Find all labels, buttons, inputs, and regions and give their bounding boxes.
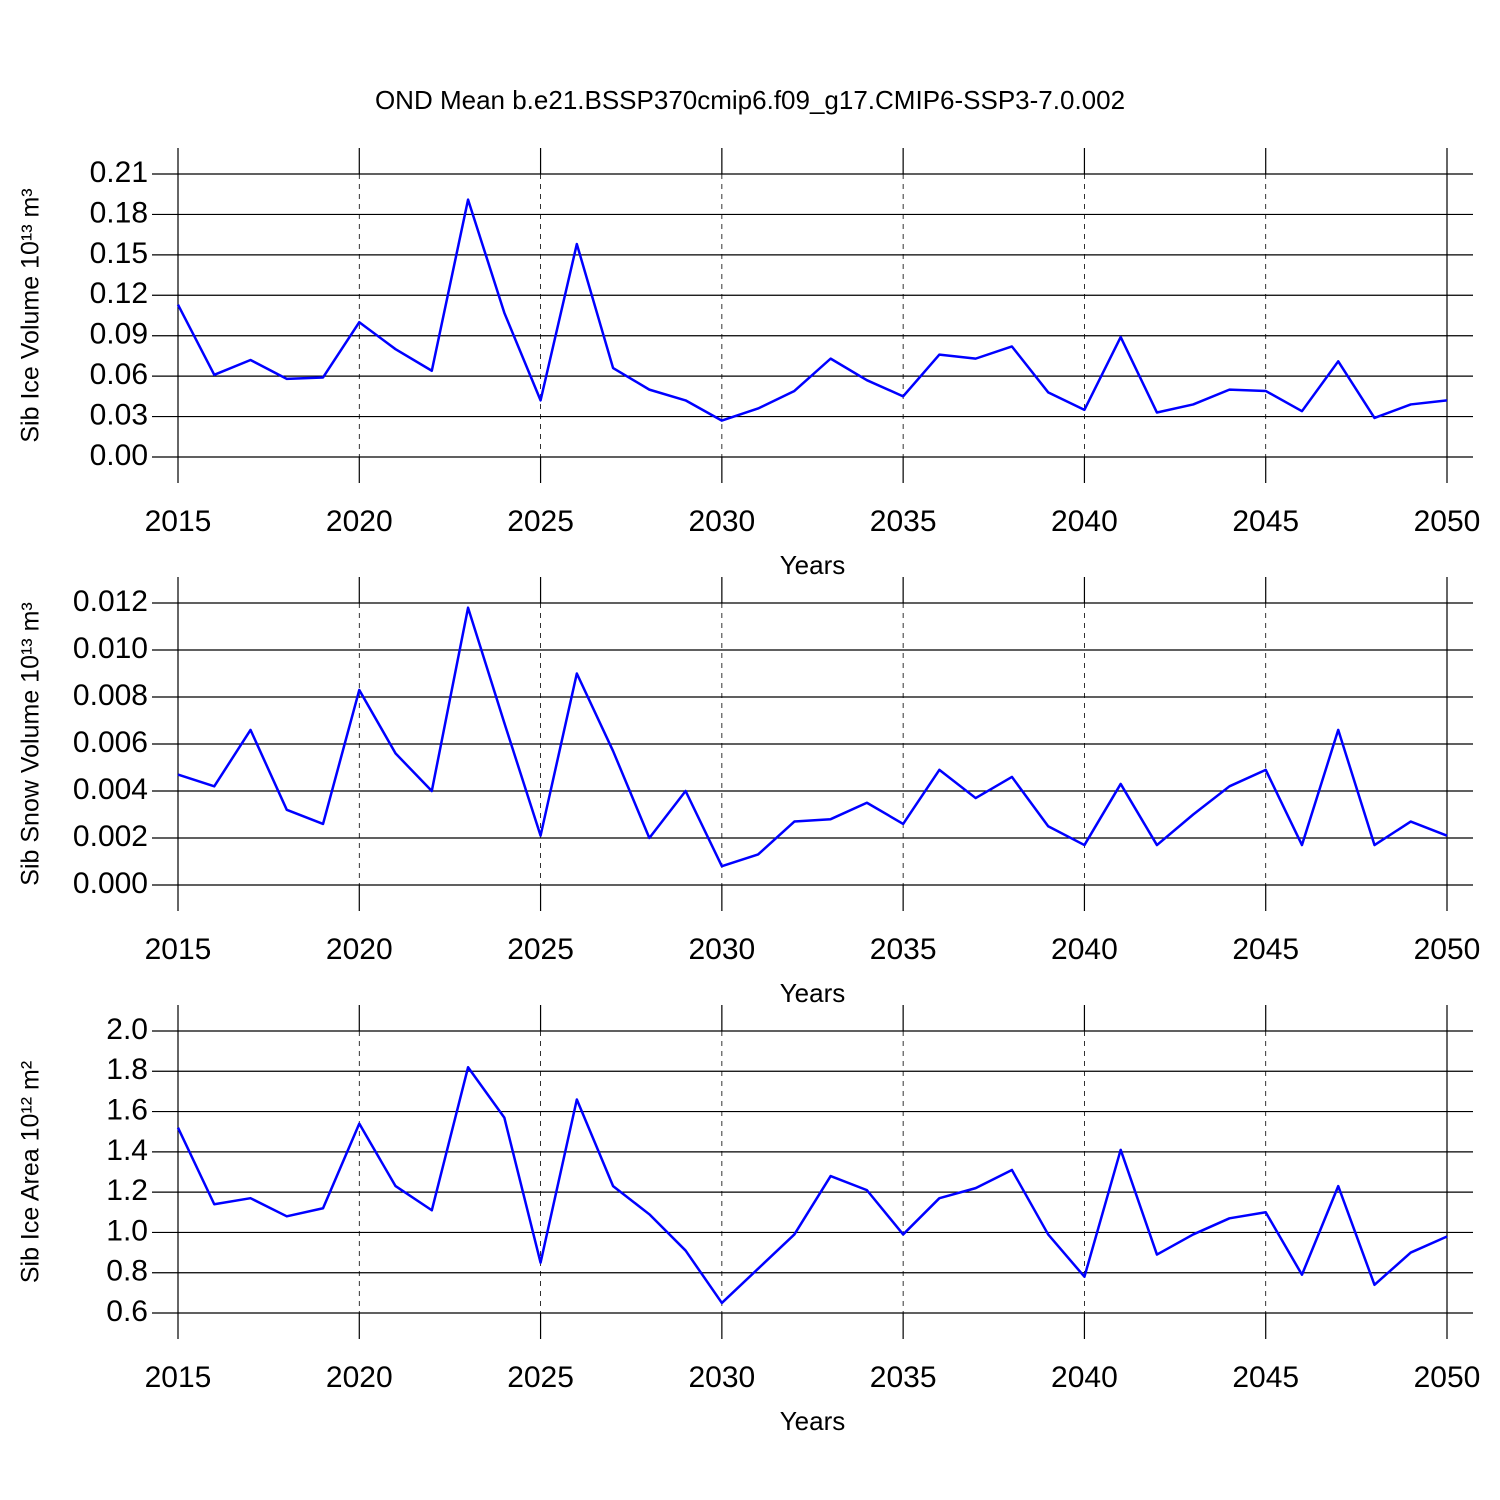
y-tick-label: 0.09	[90, 318, 148, 351]
x-tick-label: 2020	[326, 1361, 393, 1394]
x-tick-label: 2025	[507, 505, 574, 538]
x-tick-label: 2015	[145, 1361, 212, 1394]
y-tick-label: 0.010	[73, 632, 148, 665]
y-tick-label: 0.002	[73, 820, 148, 853]
x-tick-label: 2045	[1232, 933, 1299, 966]
x-tick-label: 2035	[870, 933, 937, 966]
y-tick-label: 0.03	[90, 398, 148, 431]
y-axis-label: Sib Snow Volume 10¹³ m³	[17, 602, 45, 885]
y-tick-label: 1.0	[106, 1214, 148, 1247]
y-tick-label: 0.004	[73, 773, 148, 806]
x-tick-label: 2050	[1414, 505, 1481, 538]
data-line	[176, 198, 1448, 422]
x-tick-label: 2020	[326, 505, 393, 538]
x-axis-label: Years	[780, 978, 846, 1008]
x-tick-label: 2040	[1051, 933, 1118, 966]
y-tick-label: 2.0	[106, 1013, 148, 1046]
y-axis-label: Sib Ice Area 10¹² m²	[17, 1061, 45, 1283]
x-axis-label: Years	[780, 1406, 846, 1436]
y-tick-label: 0.06	[90, 358, 148, 391]
x-tick-label: 2035	[870, 505, 937, 538]
y-tick-label: 1.2	[106, 1174, 148, 1207]
y-tick-label: 1.8	[106, 1053, 148, 1086]
y-tick-label: 1.4	[106, 1134, 148, 1167]
x-tick-label: 2030	[688, 933, 755, 966]
y-tick-label: 0.18	[90, 196, 148, 229]
y-tick-label: 0.15	[90, 237, 148, 270]
y-tick-label: 0.00	[90, 439, 148, 472]
x-tick-label: 2040	[1051, 1361, 1118, 1394]
y-tick-label: 0.008	[73, 679, 148, 712]
x-tick-label: 2045	[1232, 1361, 1299, 1394]
x-tick-label: 2030	[688, 505, 755, 538]
y-tick-label: 0.12	[90, 277, 148, 310]
x-tick-label: 2015	[145, 505, 212, 538]
data-line	[177, 606, 1448, 868]
data-line	[176, 1066, 1448, 1305]
y-tick-label: 0.006	[73, 726, 148, 759]
x-tick-label: 2025	[507, 933, 574, 966]
x-tick-label: 2040	[1051, 505, 1118, 538]
y-axis-label: Sib Ice Volume 10¹³ m³	[17, 188, 45, 442]
y-tick-label: 0.21	[90, 156, 148, 189]
x-tick-label: 2050	[1414, 933, 1481, 966]
x-axis-label: Years	[780, 550, 846, 580]
y-tick-label: 0.012	[73, 585, 148, 618]
y-tick-label: 0.6	[106, 1295, 148, 1328]
x-tick-label: 2050	[1414, 1361, 1481, 1394]
y-tick-label: 1.6	[106, 1093, 148, 1126]
y-tick-label: 0.000	[73, 867, 148, 900]
x-tick-label: 2030	[688, 1361, 755, 1394]
x-tick-label: 2045	[1232, 505, 1299, 538]
x-tick-label: 2025	[507, 1361, 574, 1394]
x-tick-label: 2015	[145, 933, 212, 966]
y-tick-label: 0.8	[106, 1255, 148, 1288]
x-tick-label: 2020	[326, 933, 393, 966]
chart-title: OND Mean b.e21.BSSP370cmip6.f09_g17.CMIP…	[375, 85, 1125, 115]
x-tick-label: 2035	[870, 1361, 937, 1394]
